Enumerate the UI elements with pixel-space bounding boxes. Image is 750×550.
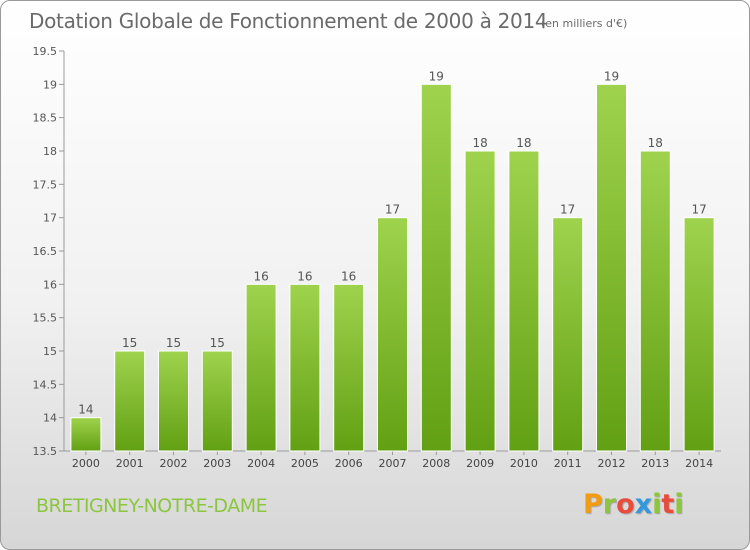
data-label: 17 [385, 203, 400, 217]
bar-2011 [552, 217, 584, 452]
x-tick-label: 2008 [422, 457, 450, 470]
bar-series [70, 83, 715, 452]
y-tick-label: 15.5 [33, 312, 58, 325]
brand-logo-letter: i [652, 489, 662, 520]
y-tick-label: 14 [43, 412, 57, 425]
x-tick-label: 2003 [203, 457, 231, 470]
brand-logo-letter: r [602, 489, 617, 520]
chart-axes: 13.5 14 14.5 15 15.5 16 16.5 17 17.5 18 18.5 19 19.5… [33, 45, 721, 470]
bar-2003 [201, 350, 233, 452]
data-label: 19 [429, 69, 444, 83]
brand-logo-letter: t [661, 489, 675, 520]
data-label: 17 [560, 203, 575, 217]
brand-logo-letter: i [674, 489, 684, 520]
bar-2012 [596, 83, 627, 452]
y-tick-label: 15 [43, 345, 57, 358]
data-label: 18 [472, 136, 487, 150]
x-tick-label: 2014 [685, 457, 713, 470]
bar-2004 [245, 283, 277, 452]
y-tick-label: 16 [43, 278, 57, 291]
bar-2008 [420, 83, 452, 452]
data-label: 15 [210, 336, 225, 350]
y-tick-label: 19.5 [33, 45, 58, 58]
data-label: 19 [604, 69, 619, 83]
data-label: 18 [516, 136, 531, 150]
bar-2009 [464, 150, 496, 452]
data-label: 14 [78, 403, 93, 417]
x-tick-label: 2011 [554, 457, 582, 470]
x-tick-label: 2000 [72, 457, 100, 470]
bar-2002 [158, 350, 189, 452]
data-label: 16 [253, 269, 268, 283]
data-label: 15 [166, 336, 181, 350]
x-tick-label: 2005 [291, 457, 319, 470]
data-labels: 14 15 15 15 16 16 16 17 19 18 18 17 19 18 17 [78, 69, 706, 416]
x-tick-label: 2009 [466, 457, 494, 470]
data-label: 16 [297, 269, 312, 283]
x-tick-label: 2013 [641, 457, 669, 470]
brand-logo-letter: P [583, 489, 603, 520]
x-tick-label: 2010 [510, 457, 538, 470]
y-tick-label: 19 [43, 78, 57, 91]
data-label: 18 [648, 136, 663, 150]
bar-2010 [508, 150, 540, 452]
bar-2013 [639, 150, 671, 452]
x-tick-label: 2002 [160, 457, 188, 470]
y-tick-label: 17 [43, 212, 57, 225]
x-tick-label: 2007 [379, 457, 407, 470]
bar-2006 [333, 283, 365, 452]
data-label: 17 [691, 203, 706, 217]
y-tick-label: 18 [43, 145, 57, 158]
y-tick-label: 17.5 [33, 178, 58, 191]
commune-name: BRETIGNEY-NOTRE-DAME [36, 495, 268, 517]
brand-logo-letter: x [634, 489, 653, 520]
bar-2014 [683, 217, 715, 452]
data-label: 16 [341, 269, 356, 283]
bar-2001 [114, 350, 146, 452]
x-tick-label: 2012 [598, 457, 626, 470]
chart-subtitle: (en milliers d'€) [541, 17, 628, 30]
x-tick-label: 2006 [335, 457, 363, 470]
data-label: 15 [122, 336, 137, 350]
y-tick-label: 16.5 [33, 245, 58, 258]
bar-2005 [289, 283, 321, 452]
chart-title: Dotation Globale de Fonctionnement de 20… [29, 9, 548, 33]
x-tick-label: 2001 [116, 457, 144, 470]
bar-2000 [70, 417, 102, 452]
y-tick-label: 18.5 [33, 112, 58, 125]
x-tick-label: 2004 [247, 457, 275, 470]
brand-logo-letter: o [616, 489, 635, 520]
bar-2007 [377, 217, 408, 452]
y-tick-label: 14.5 [33, 378, 58, 391]
y-tick-label: 13.5 [33, 445, 58, 458]
brand-logo[interactable]: Proxiti [583, 489, 684, 520]
